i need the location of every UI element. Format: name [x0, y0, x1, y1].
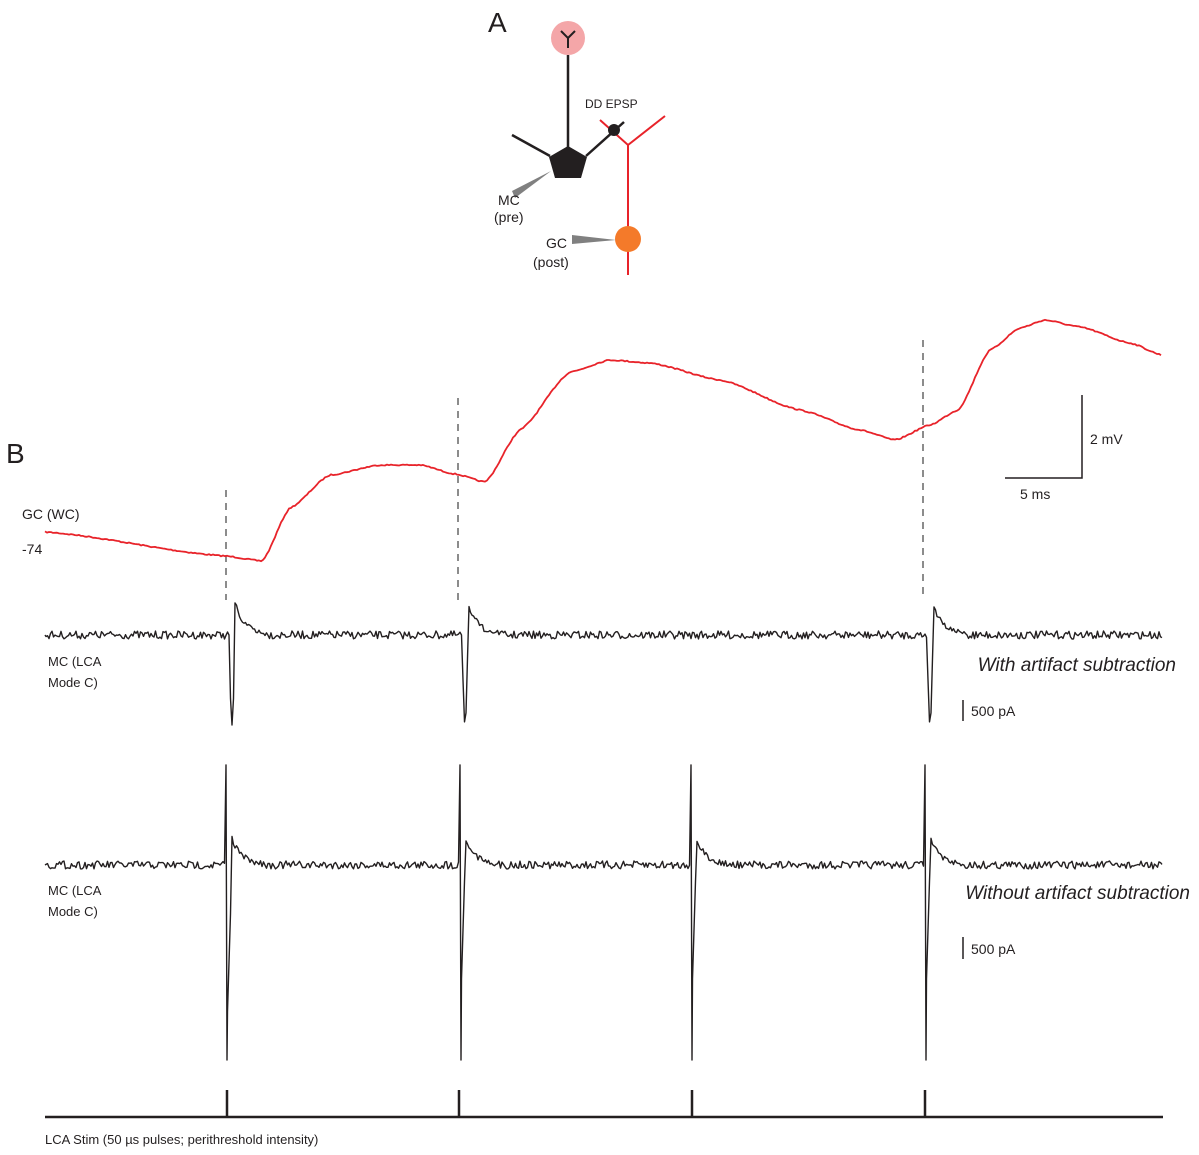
- figure: A DD EPSP MC (pre) GC (post) B GC (WC) -…: [0, 0, 1199, 1155]
- synapse: [608, 124, 620, 136]
- trace-caption: Without artifact subtraction: [965, 883, 1190, 904]
- trace-label: Mode C): [48, 675, 98, 690]
- annotation: DD EPSP: [585, 97, 638, 111]
- electrode: [572, 235, 616, 244]
- trace-label: LCA Stim (50 µs pulses; perithreshold in…: [45, 1132, 318, 1147]
- trace-label: -74: [22, 541, 42, 557]
- scale-label: 500 pA: [971, 941, 1016, 957]
- panel-label: A: [488, 7, 507, 38]
- mitral-soma: [549, 146, 587, 178]
- gc-trace: [45, 320, 1161, 561]
- mc-trace: [45, 765, 1162, 1060]
- scale-label: 2 mV: [1090, 431, 1123, 447]
- annotation: GC: [546, 235, 567, 251]
- annotation: MC: [498, 192, 520, 208]
- annotation: (post): [533, 254, 569, 270]
- panel-label: B: [6, 438, 25, 469]
- trace-label: MC (LCA: [48, 654, 102, 669]
- scale-label: 500 pA: [971, 703, 1016, 719]
- trace-label: Mode C): [48, 904, 98, 919]
- basal-dendrite: [512, 135, 550, 156]
- stim-trace: [45, 1090, 1163, 1117]
- stim-markers: [226, 340, 923, 600]
- trace-label: MC (LCA: [48, 883, 102, 898]
- trace-caption: With artifact subtraction: [978, 655, 1176, 676]
- scale-bar: [1005, 395, 1082, 478]
- scale-label: 5 ms: [1020, 486, 1050, 502]
- trace-label: GC (WC): [22, 506, 80, 522]
- granule-soma: [615, 226, 641, 252]
- annotation: (pre): [494, 209, 524, 225]
